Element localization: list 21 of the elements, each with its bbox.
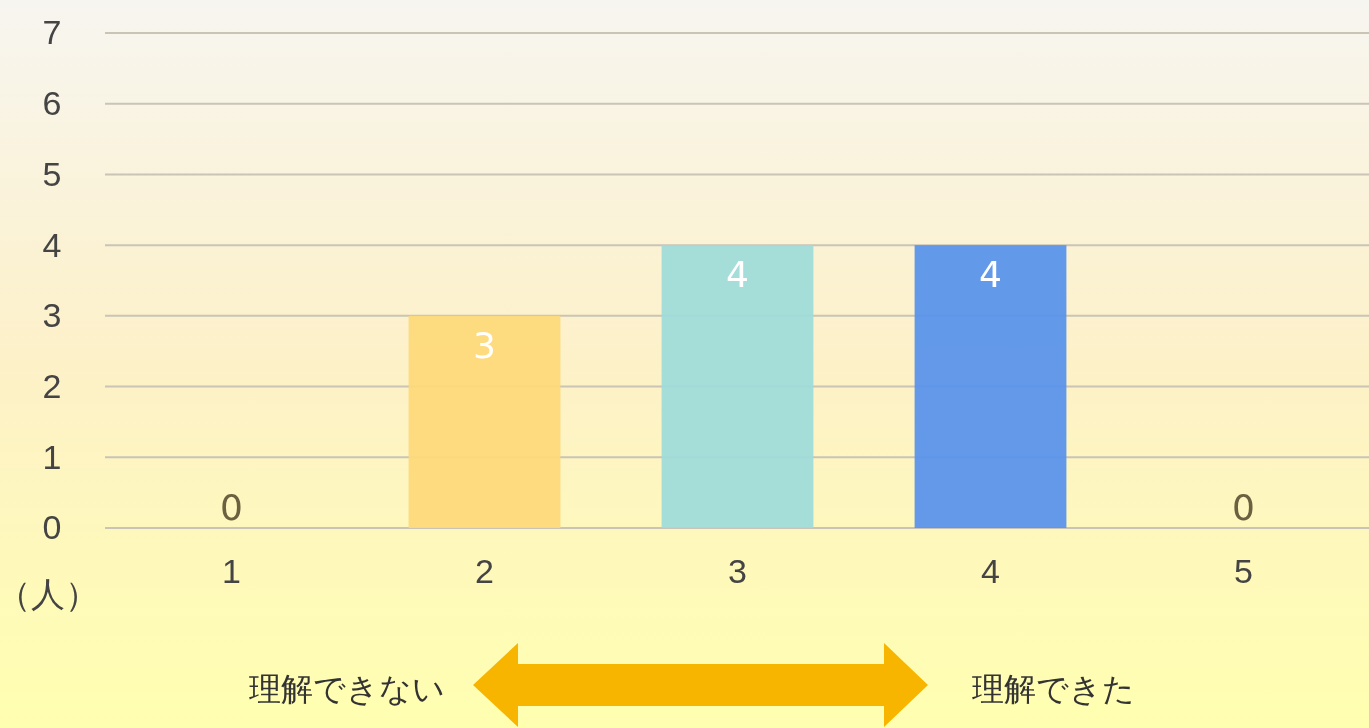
x-tick-label: 4 bbox=[981, 552, 1000, 590]
y-tick-label: 7 bbox=[42, 13, 62, 52]
y-tick-label: 1 bbox=[42, 437, 62, 476]
y-tick-label: 5 bbox=[42, 154, 62, 193]
x-tick-label: 5 bbox=[1234, 552, 1253, 590]
y-tick-label: 4 bbox=[42, 225, 62, 264]
data-label: 4 bbox=[726, 254, 749, 296]
text: 理解できない bbox=[249, 670, 445, 708]
y-tick-label: 3 bbox=[42, 296, 62, 335]
data-label: 0 bbox=[1232, 487, 1255, 528]
x-tick-label: 1 bbox=[222, 552, 241, 590]
y-tick-label: 0 bbox=[42, 508, 62, 547]
data-label: 0 bbox=[220, 487, 243, 528]
text: 理解できた bbox=[972, 670, 1135, 708]
data-label: 4 bbox=[979, 254, 1002, 296]
x-tick-label: 3 bbox=[728, 552, 747, 590]
y-tick-label: 2 bbox=[42, 366, 62, 405]
y-tick-label: 6 bbox=[42, 84, 62, 123]
x-tick-label: 2 bbox=[475, 552, 494, 590]
data-label: 3 bbox=[473, 324, 496, 366]
y-axis-title: （人） bbox=[0, 574, 99, 614]
